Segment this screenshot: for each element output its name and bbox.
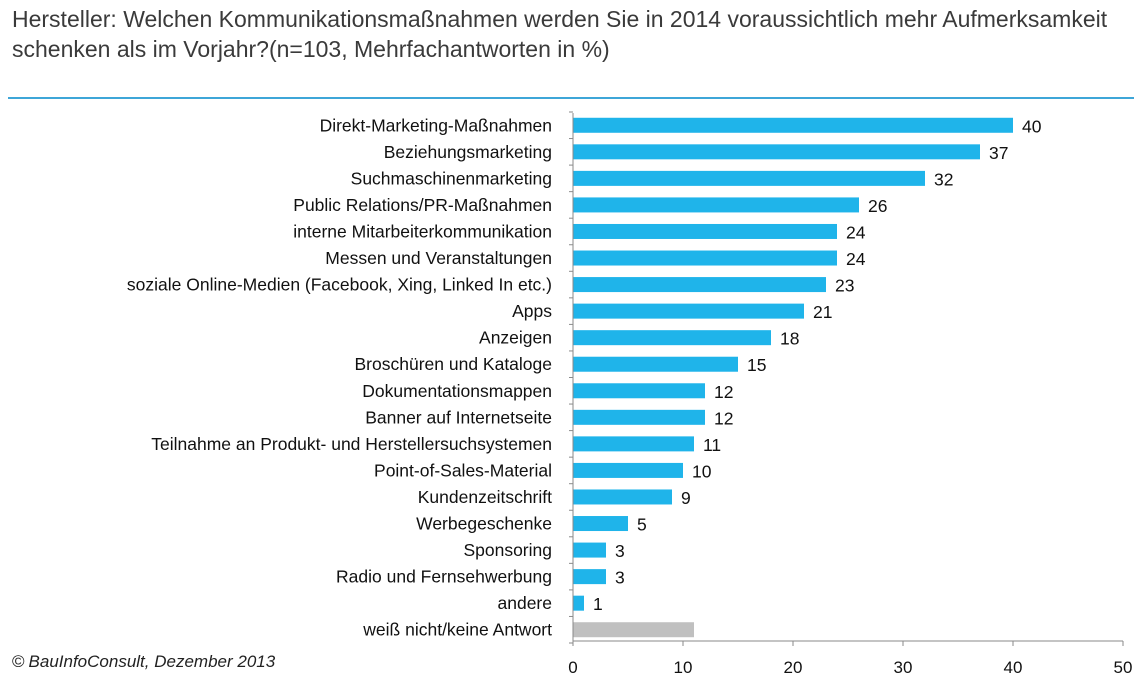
bar	[573, 277, 826, 293]
category-label: Teilnahme an Produkt- und Herstellersuch…	[151, 434, 552, 454]
category-label: Public Relations/PR-Maßnahmen	[293, 195, 552, 215]
category-label: Messen und Veranstaltungen	[325, 248, 552, 268]
x-tick-label: 10	[674, 658, 693, 677]
value-label: 3	[615, 541, 625, 561]
bar	[573, 330, 771, 346]
value-label: 5	[637, 515, 647, 535]
value-label: 40	[1022, 116, 1042, 136]
bar	[573, 436, 694, 452]
category-label: weiß nicht/keine Antwort	[362, 620, 552, 640]
chart-title: Hersteller: Welchen Kommunikationsmaßnah…	[12, 6, 1108, 62]
value-label: 24	[846, 249, 866, 269]
category-label: soziale Online-Medien (Facebook, Xing, L…	[127, 275, 552, 295]
value-label: 21	[813, 302, 832, 322]
x-tick-label: 20	[784, 658, 803, 677]
title-divider	[8, 97, 1134, 99]
x-tick-label: 50	[1114, 658, 1133, 677]
category-label: andere	[498, 593, 553, 613]
bar	[573, 462, 683, 478]
bar	[573, 569, 606, 585]
bar	[573, 170, 925, 186]
value-label: 1	[593, 594, 603, 614]
value-label: 10	[692, 461, 712, 481]
category-label: Radio und Fernsehwerbung	[336, 567, 552, 587]
source-note: © BauInfoConsult, Dezember 2013	[12, 652, 275, 672]
x-tick-label: 40	[1004, 658, 1023, 677]
category-label: Beziehungsmarketing	[384, 142, 552, 162]
category-label: Dokumentationsmappen	[362, 381, 552, 401]
bar	[573, 250, 837, 266]
value-label: 26	[868, 196, 887, 216]
bar	[573, 542, 606, 558]
bar	[573, 223, 837, 239]
category-label: Suchmaschinenmarketing	[351, 168, 552, 188]
category-label: Broschüren und Kataloge	[355, 354, 553, 374]
value-label: 18	[780, 329, 799, 349]
value-label: 23	[835, 276, 854, 296]
bar	[573, 117, 1013, 133]
category-label: Kundenzeitschrift	[418, 487, 552, 507]
bar	[573, 197, 859, 213]
category-label: interne Mitarbeiterkommunikation	[293, 221, 552, 241]
value-label: 11	[703, 435, 721, 455]
bar	[573, 356, 738, 372]
category-label: Direkt-Marketing-Maßnahmen	[320, 115, 552, 135]
category-label: Point-of-Sales-Material	[374, 460, 552, 480]
value-label: 15	[747, 355, 766, 375]
bar	[573, 144, 980, 160]
x-tick-label: 0	[568, 658, 577, 677]
bar	[573, 409, 705, 425]
value-label: 9	[681, 488, 691, 508]
value-label: 12	[714, 382, 733, 402]
bar	[573, 303, 804, 319]
copyright-symbol: ©	[12, 652, 25, 671]
bar	[573, 383, 705, 399]
category-label: Sponsoring	[463, 540, 552, 560]
category-label: Banner auf Internetseite	[365, 407, 552, 427]
value-label: 32	[934, 169, 953, 189]
category-label: Anzeigen	[479, 328, 552, 348]
x-tick-label: 30	[894, 658, 913, 677]
value-label: 24	[846, 222, 866, 242]
category-label: Apps	[512, 301, 552, 321]
value-label: 12	[714, 408, 733, 428]
source-text: BauInfoConsult, Dezember 2013	[28, 652, 276, 671]
bar	[573, 595, 584, 611]
value-label: 37	[989, 143, 1008, 163]
bar	[573, 489, 672, 505]
category-label: Werbegeschenke	[416, 514, 552, 534]
value-label: 3	[615, 568, 625, 588]
bar	[573, 622, 694, 638]
bar	[573, 516, 628, 532]
